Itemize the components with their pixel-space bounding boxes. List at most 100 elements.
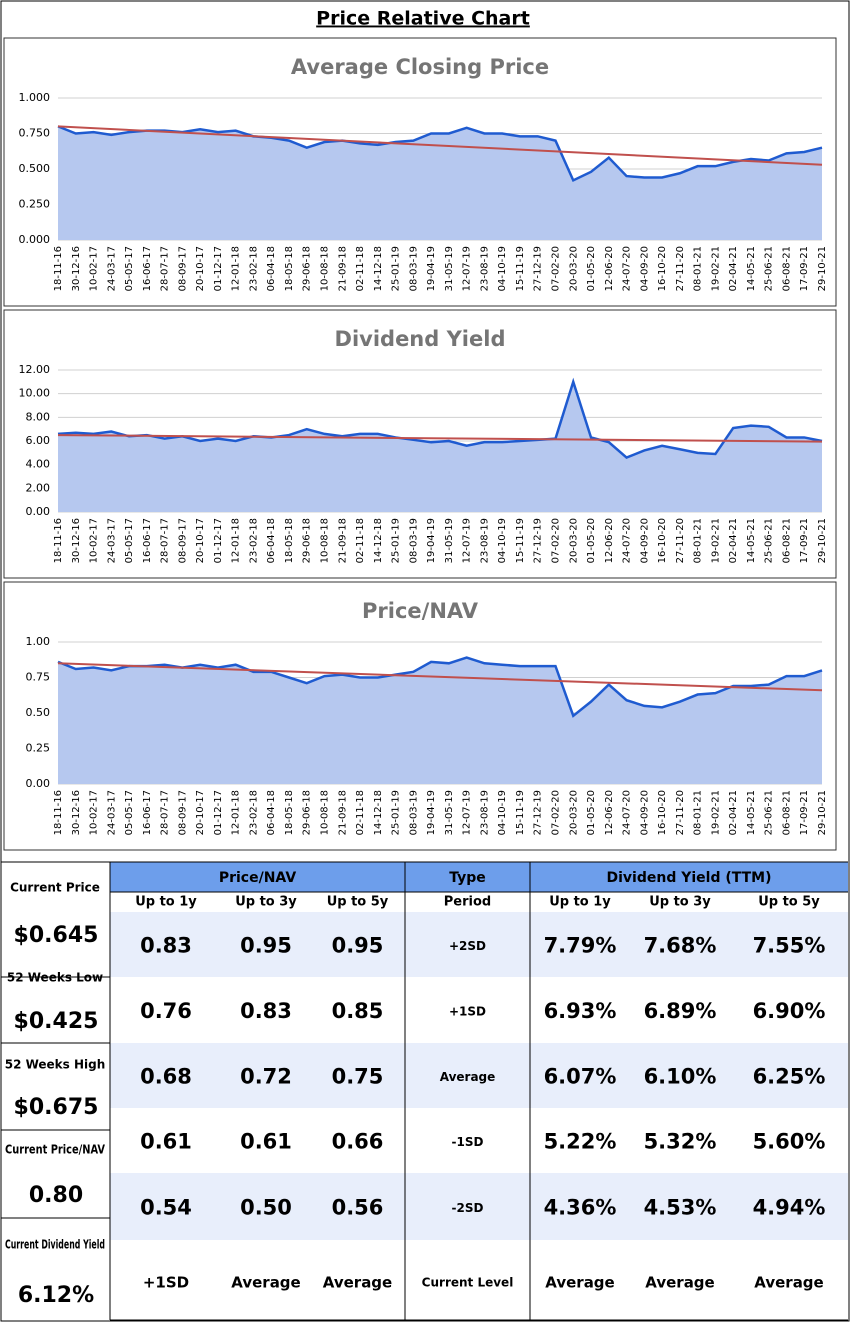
x-tick-label: 12-07-19 — [462, 246, 473, 291]
cell: -2SD — [452, 1201, 484, 1215]
cell: 4.36% — [544, 1196, 617, 1220]
x-tick-label: 20-03-20 — [568, 246, 579, 291]
x-tick-label: 12-01-18 — [231, 518, 242, 563]
x-tick-label: 31-05-19 — [444, 246, 455, 291]
x-tick-label: 29-10-21 — [817, 518, 828, 563]
row-bg — [110, 1173, 848, 1240]
x-tick-label: 23-08-19 — [479, 790, 490, 835]
cell: 0.76 — [140, 999, 192, 1023]
x-tick-label: 12-06-20 — [604, 246, 615, 291]
cell: 6.07% — [544, 1065, 617, 1089]
cell: Average — [440, 1070, 496, 1084]
y-tick-label: 0.00 — [26, 777, 51, 790]
page-title: Price Relative Chart — [316, 8, 530, 30]
x-tick-label: 06-04-18 — [266, 790, 277, 835]
footer-cell: Average — [323, 1274, 392, 1292]
x-tick-label: 08-01-21 — [693, 246, 704, 291]
cell: 0.54 — [140, 1196, 192, 1220]
left-value: $0.645 — [14, 923, 99, 948]
x-tick-label: 08-01-21 — [693, 790, 704, 835]
x-tick-label: 01-05-20 — [586, 246, 597, 291]
x-tick-label: 08-03-19 — [408, 518, 419, 563]
x-tick-label: 08-03-19 — [408, 246, 419, 291]
chart-title: Price/NAV — [362, 599, 479, 623]
x-tick-label: 30-12-16 — [71, 246, 82, 291]
cell: 0.95 — [332, 934, 384, 958]
x-tick-label: 02-11-18 — [355, 518, 366, 563]
x-tick-label: 18-05-18 — [284, 790, 295, 835]
x-tick-label: 23-02-18 — [248, 790, 259, 835]
x-tick-label: 01-12-17 — [213, 246, 224, 291]
group-header: Price/NAV — [219, 870, 296, 886]
column-header: Up to 5y — [758, 895, 820, 910]
footer-cell: +1SD — [143, 1274, 189, 1292]
y-tick-label: 0.000 — [19, 233, 51, 246]
x-tick-label: 24-03-17 — [106, 790, 117, 835]
left-label: Current Price/NAV — [5, 1143, 106, 1157]
y-tick-label: 6.00 — [26, 434, 51, 447]
y-tick-label: 2.00 — [26, 481, 51, 494]
row-bg — [110, 1043, 848, 1108]
x-tick-label: 10-02-17 — [89, 518, 100, 563]
x-tick-label: 01-05-20 — [586, 790, 597, 835]
footer-cell: Average — [645, 1274, 714, 1292]
x-tick-label: 29-10-21 — [817, 246, 828, 291]
x-tick-label: 27-11-20 — [675, 518, 686, 563]
column-header: Up to 3y — [649, 895, 711, 910]
x-tick-label: 14-12-18 — [373, 518, 384, 563]
x-tick-label: 19-02-21 — [710, 790, 721, 835]
x-tick-label: 08-09-17 — [177, 518, 188, 563]
x-tick-label: 19-02-21 — [710, 518, 721, 563]
cell: 7.79% — [544, 934, 617, 958]
footer-cell: Current Level — [422, 1276, 514, 1290]
y-tick-label: 12.00 — [19, 363, 51, 376]
x-tick-label: 18-11-16 — [53, 790, 64, 835]
y-tick-label: 8.00 — [26, 410, 51, 423]
x-tick-label: 25-01-19 — [391, 518, 402, 563]
row-bg — [110, 977, 848, 1043]
x-tick-label: 06-04-18 — [266, 246, 277, 291]
left-label: 52 Weeks High — [5, 1058, 106, 1072]
x-tick-label: 20-10-17 — [195, 246, 206, 291]
x-tick-label: 10-08-18 — [320, 518, 331, 563]
trend-line — [57, 125, 823, 166]
x-tick-label: 08-09-17 — [177, 246, 188, 291]
x-tick-label: 12-07-19 — [462, 790, 473, 835]
x-tick-label: 18-05-18 — [284, 518, 295, 563]
x-tick-label: 08-03-19 — [408, 790, 419, 835]
footer-cell: Average — [231, 1274, 300, 1292]
x-tick-label: 16-06-17 — [142, 518, 153, 563]
cell: 6.93% — [544, 999, 617, 1023]
cell: 0.56 — [332, 1196, 384, 1220]
y-tick-label: 0.25 — [26, 742, 51, 755]
x-tick-label: 10-08-18 — [320, 246, 331, 291]
x-tick-label: 15-11-19 — [515, 246, 526, 291]
left-value: $0.425 — [14, 1009, 99, 1034]
column-header: Up to 1y — [549, 895, 611, 910]
x-tick-label: 04-09-20 — [639, 246, 650, 291]
cell: 6.25% — [753, 1065, 826, 1089]
x-tick-label: 14-12-18 — [373, 790, 384, 835]
row-bg — [110, 912, 848, 977]
y-tick-label: 0.75 — [26, 671, 51, 684]
x-tick-label: 07-02-20 — [550, 246, 561, 291]
cell: 0.83 — [140, 934, 192, 958]
x-tick-label: 27-11-20 — [675, 790, 686, 835]
x-tick-label: 31-05-19 — [444, 790, 455, 835]
left-label: 52 Weeks Low — [7, 971, 103, 985]
x-tick-label: 18-11-16 — [53, 246, 64, 291]
x-tick-label: 04-10-19 — [497, 790, 508, 835]
cell: -1SD — [452, 1135, 484, 1149]
x-tick-label: 19-02-21 — [710, 246, 721, 291]
x-tick-label: 10-08-18 — [320, 790, 331, 835]
y-tick-label: 10.00 — [19, 387, 51, 400]
x-tick-label: 02-11-18 — [355, 246, 366, 291]
x-tick-label: 19-04-19 — [426, 246, 437, 291]
cell: 7.68% — [644, 934, 717, 958]
cell: 0.83 — [240, 999, 292, 1023]
x-tick-label: 19-04-19 — [426, 790, 437, 835]
x-tick-label: 29-06-18 — [302, 246, 313, 291]
x-tick-label: 02-04-21 — [728, 246, 739, 291]
